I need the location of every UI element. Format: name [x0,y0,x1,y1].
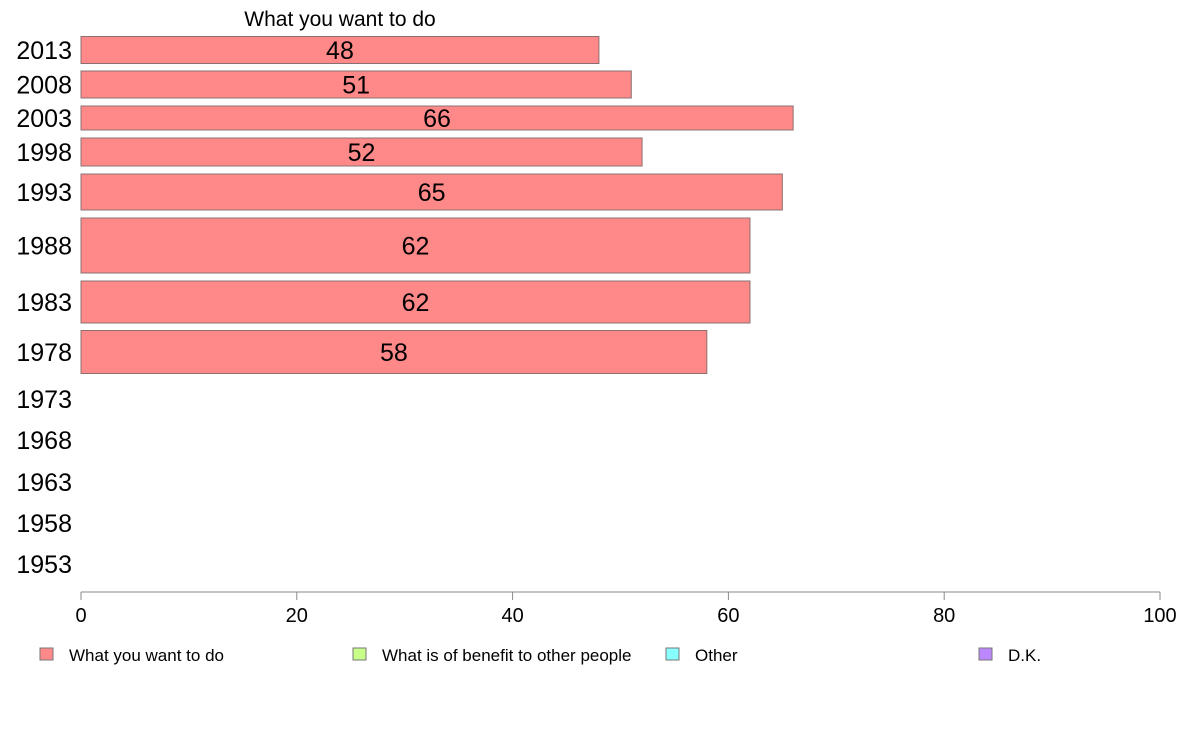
x-tick-label: 100 [1143,605,1176,627]
year-labels: 2013 2008 2003 1998 1993 1988 1983 1978 1973 1968… [16,37,72,579]
x-axis-ticks: 0 20 40 60 80 100 [75,592,1177,627]
bar [80,173,783,211]
x-tick-label: 80 [933,605,955,627]
legend-swatch [39,647,54,661]
bar-value-label: 51 [342,72,370,100]
category-label: 2003 [16,105,72,133]
legend-swatch [352,647,367,661]
category-label: 1968 [16,427,72,455]
bar [80,36,600,64]
bar [80,217,751,274]
bar-value-label: 66 [423,105,451,133]
category-label: 2008 [16,72,72,100]
x-tick-label: 60 [717,605,739,627]
bar-value-label: 62 [402,233,430,261]
bar [80,330,708,374]
category-label: 1988 [16,233,72,261]
bar [80,70,632,99]
category-label: 1978 [16,339,72,367]
bar [80,137,643,167]
bar-value-label: 65 [418,179,446,207]
legend-label: D.K. [1008,646,1041,665]
legend-label: What is of benefit to other people [382,646,632,665]
bar-value-label: 62 [402,289,430,317]
category-label: 1963 [16,469,72,497]
x-tick-label: 0 [75,605,86,627]
bar-labels: 48 51 66 52 65 62 62 58 [326,37,451,367]
category-label: 1993 [16,179,72,207]
chart-title: What you want to do [244,8,435,31]
category-label: 1998 [16,139,72,167]
legend-swatch [978,647,993,661]
category-label: 1983 [16,289,72,317]
bars [80,36,794,374]
bar [80,105,794,131]
legend-label: What you want to do [69,646,224,665]
category-label: 1958 [16,510,72,538]
bar-value-label: 58 [380,339,408,367]
bar-value-label: 52 [348,139,376,167]
bar [80,280,751,324]
legend-label: Other [695,646,738,665]
category-label: 1973 [16,386,72,414]
category-label: 1953 [16,551,72,579]
category-label: 2013 [16,37,72,65]
x-tick-label: 40 [501,605,523,627]
x-tick-label: 20 [286,605,308,627]
legend: What you want to do What is of benefit to… [39,646,1041,665]
bar-value-label: 48 [326,37,354,65]
legend-swatch [665,647,680,661]
